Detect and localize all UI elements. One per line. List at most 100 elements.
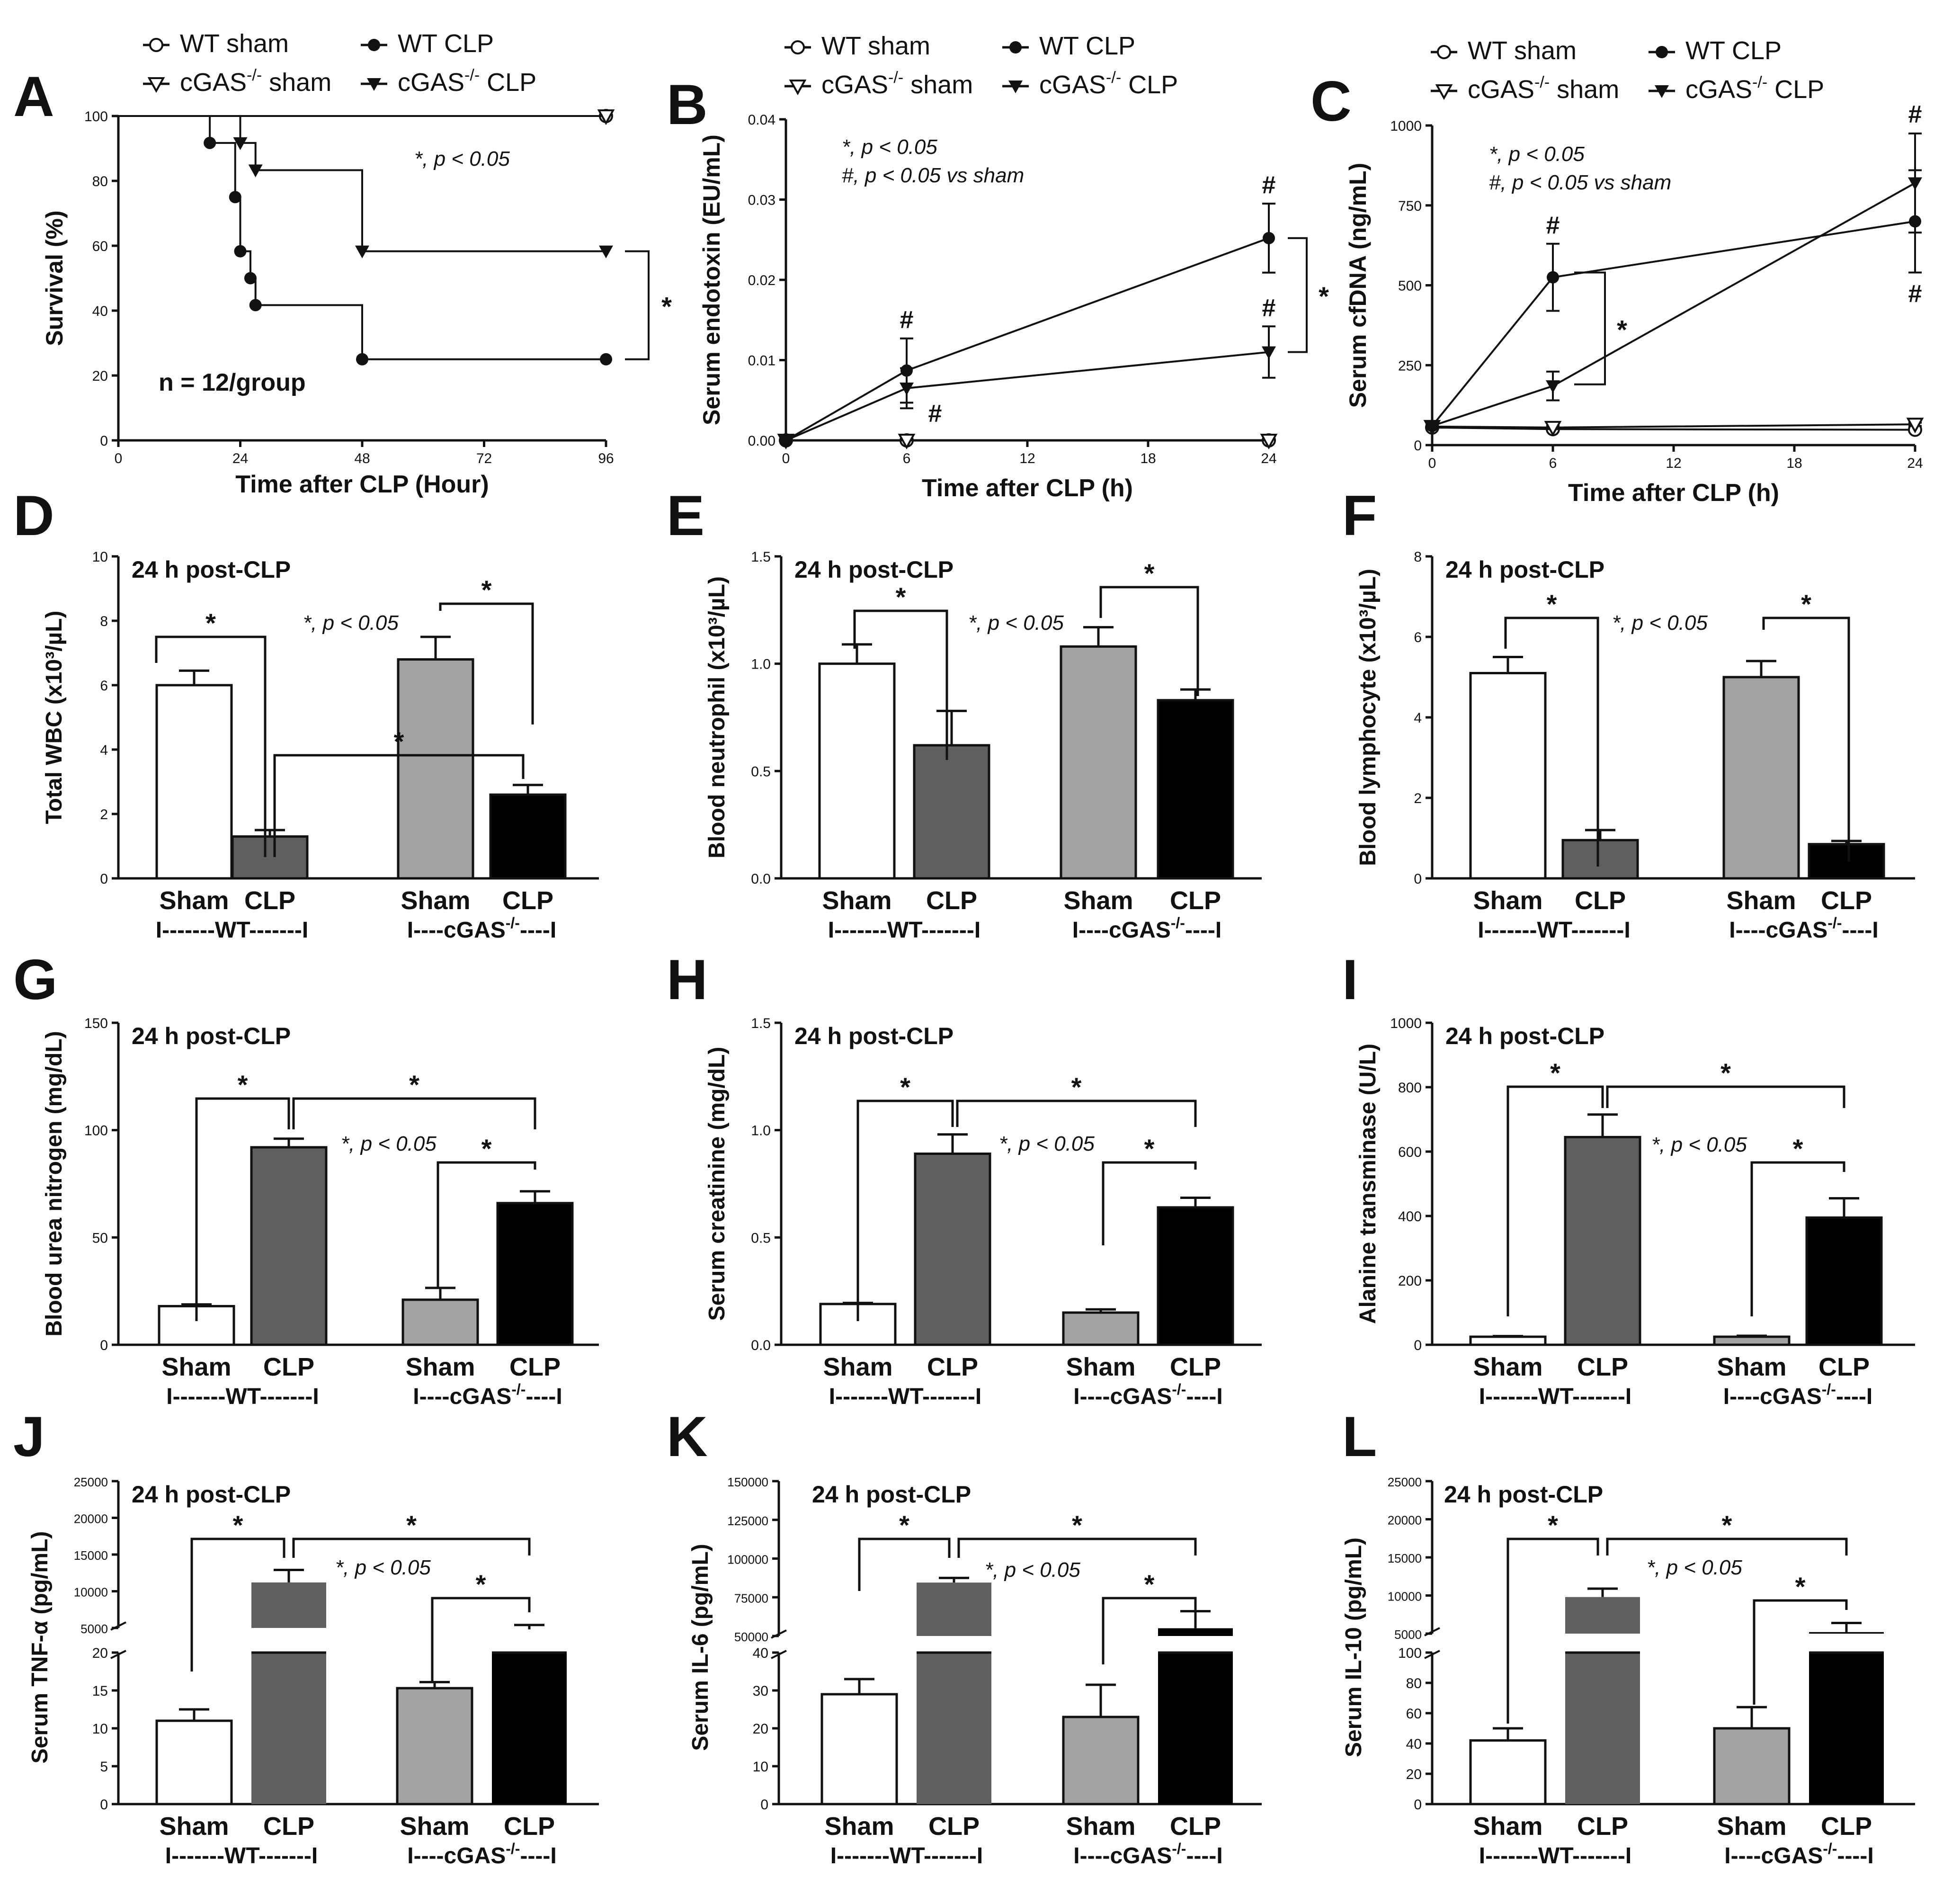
group-label-cgas: I----cGAS-/-----I	[1724, 1840, 1873, 1868]
y-tick-label: 10	[92, 1721, 108, 1737]
significance-bracket	[853, 609, 948, 760]
panel-j: 5000 10000 15000 20000 25000 0 5 10 15 20 Serum TN…	[27, 1475, 599, 1868]
panel-letter-e: E	[667, 484, 704, 547]
bar	[818, 662, 896, 880]
marker-filled-circle	[368, 39, 380, 51]
series-line	[785, 351, 1269, 441]
marker-open-circle	[1437, 45, 1451, 59]
y-tick-label: 6	[1414, 630, 1422, 645]
significance-star: *	[661, 292, 672, 322]
category-label: CLP	[502, 886, 553, 915]
category-label: CLP	[504, 1812, 555, 1841]
significance-note: *, p < 0.05	[999, 1132, 1095, 1155]
marker-filled-triangle	[355, 245, 369, 259]
bar-lower-segment	[251, 1653, 326, 1804]
y-tick-label: 10000	[74, 1585, 108, 1600]
significance-note: #, p < 0.05 vs sham	[842, 164, 1024, 187]
group-label-cgas: I----cGAS-/-----I	[1723, 1381, 1872, 1409]
y-tick-label: 40	[753, 1645, 768, 1661]
y-tick-label: 5000	[1394, 1627, 1422, 1642]
panel-letter-a: A	[13, 65, 54, 128]
y-tick-label: 0.00	[748, 433, 775, 449]
panel-letter-d: D	[13, 484, 54, 547]
y-tick-label: 10	[92, 549, 108, 565]
x-axis-title: Time after CLP (Hour)	[235, 471, 489, 498]
y-tick-label: 40	[1406, 1736, 1422, 1752]
marker-filled-circle	[1009, 41, 1022, 54]
axis-break-mark	[1424, 1650, 1440, 1659]
marker-filled-circle	[1547, 271, 1559, 284]
significance-star: *	[1319, 281, 1329, 311]
significance-bracket	[1762, 617, 1850, 862]
bar	[250, 1146, 328, 1346]
bar	[1469, 672, 1547, 880]
marker-filled-circle	[1263, 232, 1275, 244]
category-label: CLP	[1170, 1353, 1221, 1381]
y-tick-label: 8	[100, 614, 108, 629]
y-tick-label: 0	[100, 871, 108, 887]
panel-l: 5000 10000 15000 20000 25000 0 20 40 60 80 100 Seru…	[1341, 1475, 1915, 1868]
bar	[1713, 1335, 1791, 1346]
y-tick-label: 0	[1414, 438, 1422, 454]
significance-star: *	[238, 1070, 248, 1099]
bar	[1060, 645, 1137, 880]
significance-bracket	[1506, 1085, 1604, 1316]
x-tick-label: 0	[115, 451, 123, 466]
significance-star: *	[476, 1569, 486, 1599]
x-tick-label: 72	[476, 451, 492, 466]
category-label: CLP	[1821, 886, 1872, 915]
y-tick-label: 25000	[1388, 1475, 1422, 1489]
panel-g: 0 50 100 150 Blood urea nitrogen (mg/dL) Sham…	[42, 1016, 599, 1409]
significance-star: *	[1071, 1072, 1082, 1102]
post-clp-title: 24 h post-CLP	[794, 1023, 954, 1049]
bar	[913, 744, 990, 880]
y-tick-label: 20000	[74, 1512, 108, 1526]
panel-letter-l: L	[1342, 1405, 1377, 1468]
bar-upper-segment	[251, 1582, 326, 1628]
legend-ko-sham: cGAS-/- sham	[1468, 73, 1619, 104]
post-clp-title: 24 h post-CLP	[794, 556, 954, 583]
group-label-wt: I-------WT-------I	[829, 1384, 981, 1409]
legend-wt-sham: WT sham	[1468, 36, 1577, 65]
marker-open-triangle	[1435, 84, 1453, 100]
bar	[489, 793, 567, 880]
category-label: Sham	[401, 886, 470, 915]
category-label: Sham	[159, 1812, 229, 1841]
group-label-wt: I-------WT-------I	[830, 1843, 983, 1868]
y-tick-label: 0	[760, 1797, 768, 1813]
bar	[1805, 1216, 1883, 1346]
significance-star: *	[900, 1072, 910, 1102]
y-tick-label: 75000	[734, 1591, 768, 1605]
y-tick-label: 1000	[1390, 1016, 1422, 1031]
panel-d: 0 2 4 6 8 10 Total WBC (x10³/µL) Sham CLP Sham CLP…	[42, 549, 599, 943]
group-label-wt: I-------WT-------I	[1479, 1384, 1631, 1409]
panel-letter-b: B	[667, 73, 708, 136]
bar	[496, 1202, 574, 1346]
bar	[1469, 1739, 1547, 1806]
significance-hash: #	[1262, 294, 1276, 322]
significance-star: *	[1547, 589, 1557, 619]
axis-break-mark	[1424, 1627, 1440, 1636]
legend-wt-clp: WT CLP	[1039, 32, 1135, 60]
y-axis-title: Serum endotoxin (EU/mL)	[698, 134, 725, 425]
category-label: Sham	[1066, 1812, 1135, 1841]
y-tick-label: 20000	[1388, 1513, 1422, 1528]
group-label-cgas: I----cGAS-/-----I	[1729, 914, 1878, 943]
significance-bracket	[1606, 1538, 1848, 1555]
marker-filled-circle	[356, 353, 368, 366]
significance-bracket	[195, 1097, 290, 1321]
marker-filled-triangle	[900, 382, 914, 395]
marker-filled-triangle	[1262, 346, 1276, 359]
marker-open-triangle	[597, 109, 615, 125]
significance-star: *	[1801, 589, 1811, 619]
significance-star: *	[1144, 1134, 1155, 1163]
category-label: Sham	[1726, 886, 1796, 915]
y-tick-label: 80	[1406, 1676, 1422, 1691]
panel-letter-k: K	[667, 1405, 708, 1468]
category-label: CLP	[1818, 1353, 1870, 1381]
x-tick-label: 6	[903, 451, 911, 466]
y-tick-label: 15000	[1388, 1551, 1422, 1565]
y-tick-label: 150000	[727, 1475, 768, 1489]
bar-upper-segment	[1809, 1632, 1884, 1634]
